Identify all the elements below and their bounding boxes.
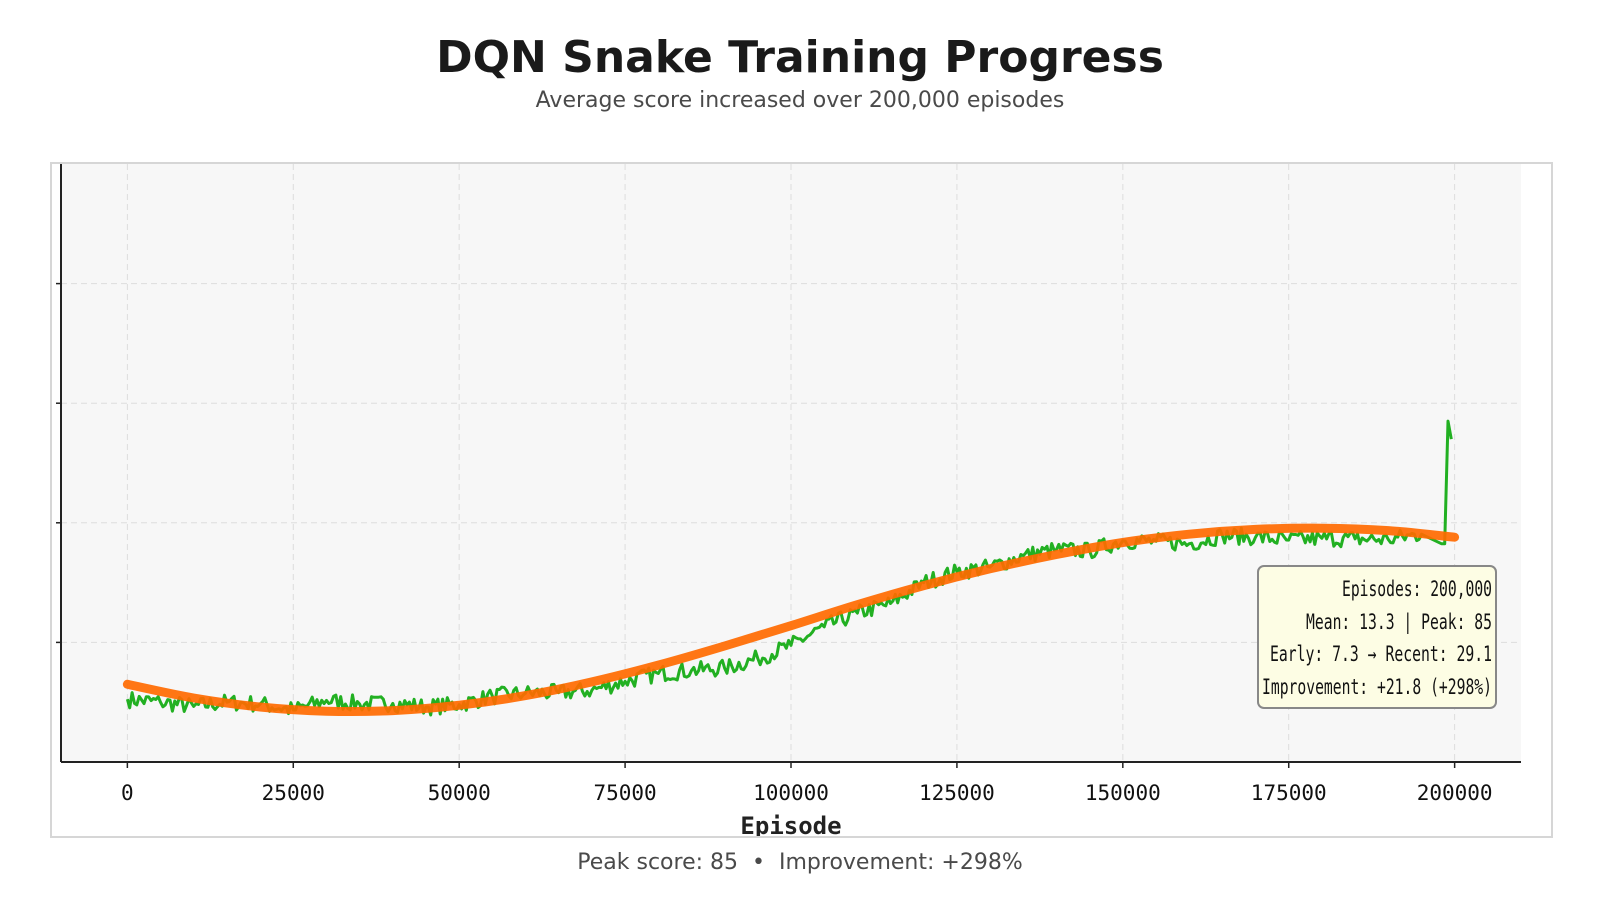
x-ticks: 0 25000 50000 75000 100000 125000 150000 175000… bbox=[121, 762, 1493, 805]
stats-early-recent: Early: 7.3 → Recent: 29.1 bbox=[1270, 642, 1492, 666]
x-tick-label: 25000 bbox=[262, 781, 325, 805]
stats-episodes: Episodes: 200,000 bbox=[1342, 577, 1492, 601]
footer-improvement: Improvement: +298% bbox=[779, 850, 1023, 875]
stats-improvement: Improvement: +21.8 (+298%) bbox=[1262, 675, 1492, 699]
chart-title: DQN Snake Training Progress bbox=[436, 32, 1164, 83]
x-tick-label: 0 bbox=[121, 781, 134, 805]
x-tick-label: 200000 bbox=[1417, 781, 1493, 805]
y-ticks bbox=[56, 282, 61, 644]
raw-score-layer bbox=[125, 419, 1453, 717]
chart-subtitle: Average score increased over 200,000 epi… bbox=[535, 88, 1065, 113]
footer-summary: Peak score: 85 • Improvement: +298% bbox=[0, 850, 1600, 875]
x-tick-label: 100000 bbox=[753, 781, 829, 805]
stats-box: Episodes: 200,000 Mean: 13.3 | Peak: 85 … bbox=[1257, 565, 1497, 709]
x-axis-label: Episode bbox=[740, 812, 841, 836]
stats-mean-peak: Mean: 13.3 | Peak: 85 bbox=[1306, 610, 1492, 635]
trend-line bbox=[122, 523, 1460, 717]
x-tick-label: 125000 bbox=[919, 781, 995, 805]
x-tick-label: 50000 bbox=[428, 781, 491, 805]
training-line-chart: 0 25000 50000 75000 100000 125000 150000 175000… bbox=[56, 164, 1521, 836]
x-tick-label: 175000 bbox=[1251, 781, 1327, 805]
stats-box-background bbox=[1257, 565, 1497, 709]
footer-separator: • bbox=[752, 850, 765, 875]
chart-frame: 0 25000 50000 75000 100000 125000 150000 175000… bbox=[50, 162, 1553, 838]
x-tick-label: 75000 bbox=[593, 781, 656, 805]
x-tick-label: 150000 bbox=[1085, 781, 1161, 805]
trend-layer bbox=[122, 523, 1460, 717]
footer-peak: Peak score: 85 bbox=[577, 850, 739, 875]
raw-score-line bbox=[125, 419, 1453, 717]
